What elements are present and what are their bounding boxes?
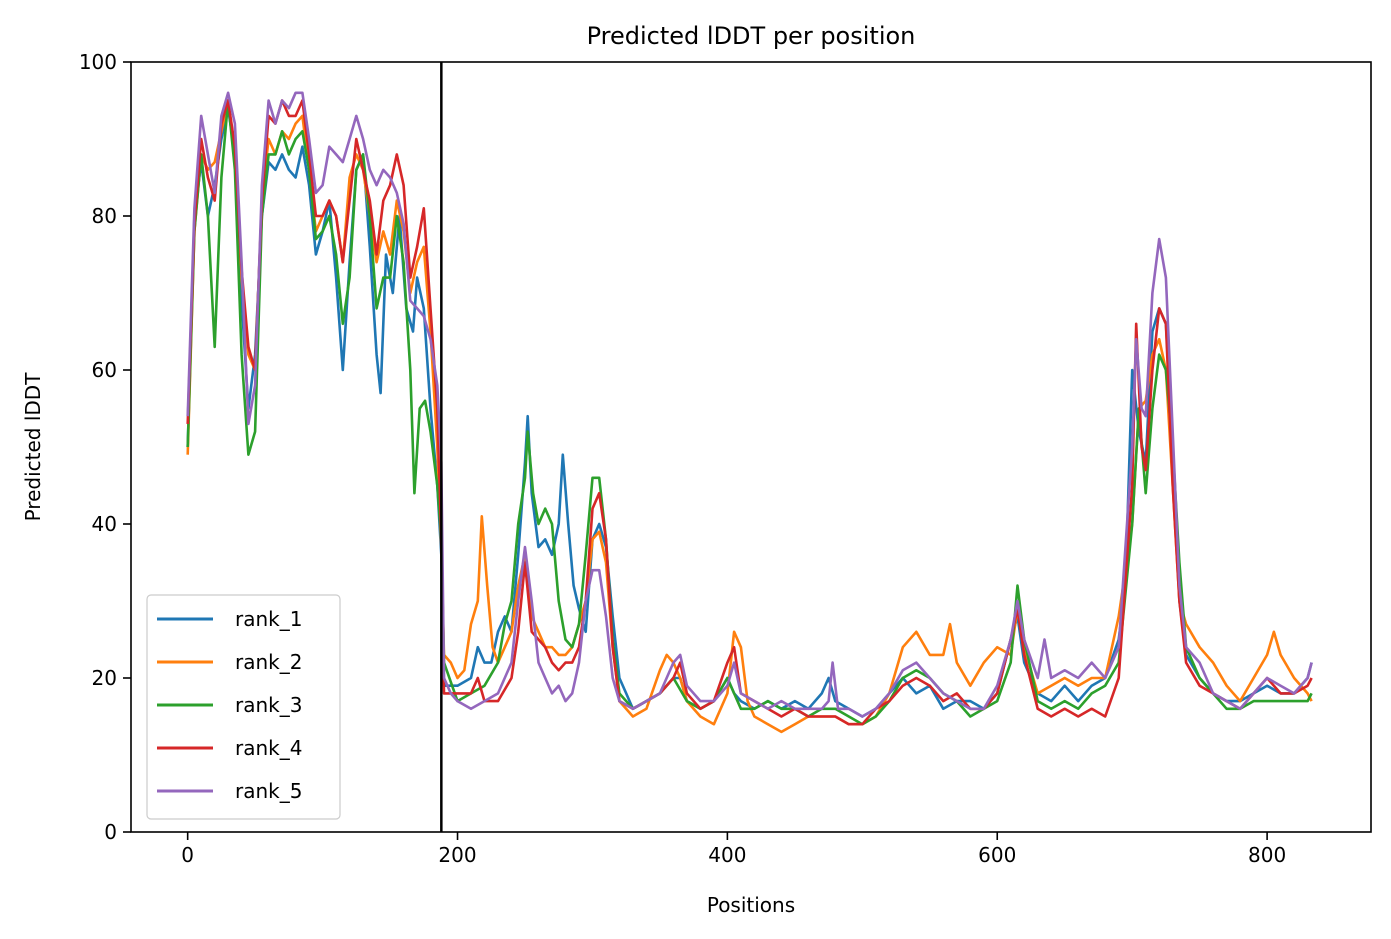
chart-title: Predicted lDDT per position: [587, 22, 916, 50]
y-tick-label: 40: [92, 512, 117, 536]
x-tick-label: 200: [438, 843, 476, 867]
legend-label-rank-2: rank_2: [235, 650, 302, 674]
y-tick-label: 100: [79, 50, 117, 74]
y-tick-label: 80: [92, 204, 117, 228]
legend-box: [146, 594, 341, 820]
series-line-rank-5: [186, 91, 1313, 718]
y-tick-label: 20: [92, 666, 117, 690]
legend-label-rank-5: rank_5: [235, 779, 302, 803]
x-tick-label: 600: [978, 843, 1016, 867]
legend-label-rank-4: rank_4: [235, 736, 302, 760]
x-axis: 0 200 400 600 800: [181, 832, 1286, 867]
y-axis-title: Predicted lDDT: [21, 372, 45, 522]
x-tick-label: 800: [1248, 843, 1286, 867]
x-tick-label: 0: [181, 843, 194, 867]
legend-label-rank-1: rank_1: [235, 607, 302, 631]
x-axis-title: Positions: [707, 893, 795, 917]
y-tick-label: 0: [104, 820, 117, 844]
y-axis: 0 20 40 60 80 100: [79, 50, 131, 844]
legend: rank_1 rank_2 rank_3 rank_4 rank_5: [146, 594, 341, 820]
plot-frame: [130, 61, 1372, 833]
series-layer: [186, 91, 1313, 734]
y-tick-label: 60: [92, 358, 117, 382]
x-tick-label: 400: [708, 843, 746, 867]
series-line-rank-4: [186, 99, 1313, 726]
legend-label-rank-3: rank_3: [235, 693, 302, 717]
